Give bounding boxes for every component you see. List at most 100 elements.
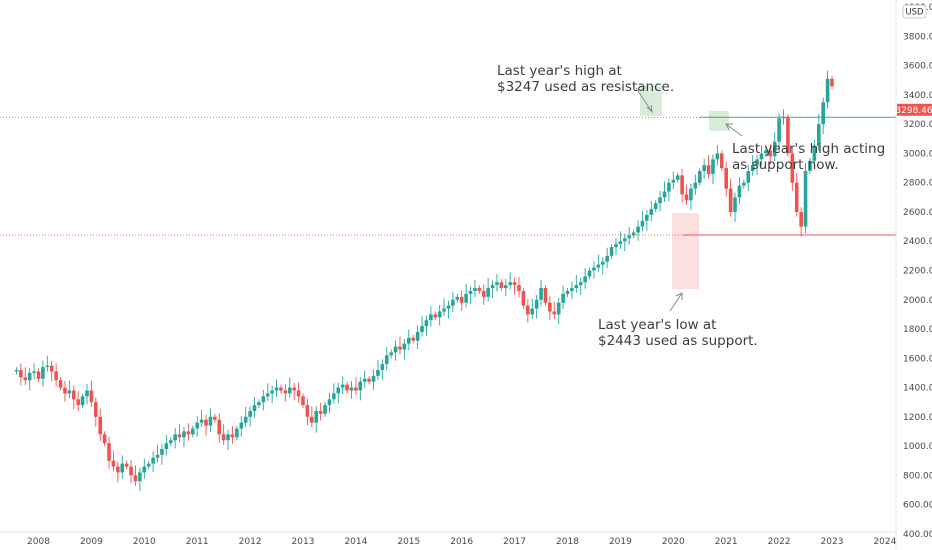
candle-body — [534, 299, 539, 309]
candle-body — [481, 290, 486, 297]
x-tick-label: 2008 — [27, 537, 50, 547]
candle-body — [711, 159, 715, 174]
candle-body — [367, 378, 371, 382]
candle-body — [111, 460, 116, 467]
last-price-value: 3298.46 — [895, 106, 932, 116]
candle-body — [671, 179, 676, 183]
candle-body — [186, 431, 191, 435]
candle-body — [98, 416, 103, 435]
candle-body — [19, 369, 23, 378]
candle-body — [340, 384, 345, 388]
candle-body — [794, 182, 799, 212]
y-tick-label: 800.00 — [903, 471, 932, 481]
candle-body — [455, 296, 460, 300]
candle-body — [636, 226, 640, 233]
candle-body — [217, 419, 222, 435]
candle-body — [473, 288, 477, 291]
support-turned-highlight-box — [709, 111, 729, 131]
candle-body — [296, 390, 301, 397]
candle-body — [27, 372, 32, 381]
candle-body — [653, 203, 658, 210]
candle-body — [336, 387, 341, 394]
x-tick-label: 2019 — [609, 537, 632, 547]
y-tick-label: 2800.00 — [903, 179, 932, 189]
candle-body — [667, 182, 671, 192]
candle-body — [310, 416, 314, 423]
candle-body — [825, 78, 830, 103]
price-level-lines — [0, 116, 896, 236]
y-tick-label: 2000.00 — [903, 296, 932, 306]
candle-body — [499, 282, 504, 289]
candle-body — [737, 185, 742, 198]
candle-body — [221, 434, 226, 441]
y-tick-label: 1600.00 — [903, 354, 932, 364]
candle-body — [376, 369, 380, 376]
candle-body — [715, 153, 720, 160]
x-tick-label: 2010 — [133, 537, 156, 547]
candle-body — [777, 118, 781, 142]
candle-body — [305, 405, 310, 417]
candle-body — [54, 371, 58, 381]
candle-body — [517, 285, 521, 291]
candle-body — [389, 352, 393, 356]
candle-body — [697, 171, 702, 183]
candle-body — [318, 410, 323, 414]
y-tick-label: 3600.00 — [903, 62, 932, 72]
x-tick-label: 2016 — [450, 537, 473, 547]
candle-body — [631, 232, 636, 236]
candle-body — [578, 282, 583, 286]
candle-body — [781, 117, 786, 119]
x-tick-label: 2015 — [397, 537, 420, 547]
candle-body — [67, 390, 72, 394]
annotation-support: Last year's low at $2443 used as support… — [598, 292, 758, 349]
candle-body — [772, 141, 777, 157]
x-tick-label: 2020 — [662, 537, 685, 547]
candle-body — [495, 282, 499, 286]
highlight-boxes — [640, 86, 729, 289]
x-tick-label: 2024 — [873, 537, 896, 547]
annotation-support-now-arrow — [725, 123, 743, 137]
candle-body — [208, 416, 213, 426]
candle-body — [565, 290, 570, 294]
x-tick-label: 2017 — [503, 537, 526, 547]
candle-body — [41, 367, 45, 379]
x-tick-label: 2012 — [239, 537, 262, 547]
currency-badge[interactable]: USD — [902, 4, 927, 19]
candle-body — [433, 314, 438, 318]
candle-body — [790, 153, 795, 183]
candle-body — [649, 209, 654, 215]
candle-body — [799, 211, 803, 227]
x-tick-label: 2011 — [186, 537, 209, 547]
candle-body — [742, 182, 746, 186]
candle-body — [750, 165, 755, 172]
candle-body — [512, 282, 517, 286]
candle-body — [768, 150, 773, 157]
candle-body — [693, 182, 698, 189]
annotation-support-now: Last year's high acting as support now. — [725, 123, 885, 173]
candle-body — [459, 296, 464, 303]
candle-body — [658, 197, 662, 204]
annotation-resistance-line2: $3247 used as resistance. — [497, 79, 674, 95]
axes — [0, 0, 897, 550]
candle-body — [190, 428, 195, 435]
candle-body — [252, 405, 257, 411]
candle-body — [327, 399, 332, 406]
candle-body — [407, 337, 411, 344]
y-tick-label: 1000.00 — [903, 442, 932, 452]
candle-body — [812, 146, 817, 161]
candle-body — [446, 305, 451, 309]
candle-body — [243, 416, 248, 423]
candle-body — [287, 387, 292, 394]
candle-body — [486, 288, 490, 297]
candle-body — [675, 175, 680, 180]
y-tick-label: 3400.00 — [903, 91, 932, 101]
candle-body — [477, 288, 482, 291]
x-tick-label: 2009 — [80, 537, 103, 547]
candle-body — [120, 463, 125, 473]
candle-body — [702, 165, 706, 172]
candle-body — [600, 261, 605, 265]
candle-body — [587, 270, 592, 277]
candle-body — [323, 405, 327, 414]
candle-body — [199, 419, 204, 423]
x-tick-label: 2018 — [556, 537, 579, 547]
